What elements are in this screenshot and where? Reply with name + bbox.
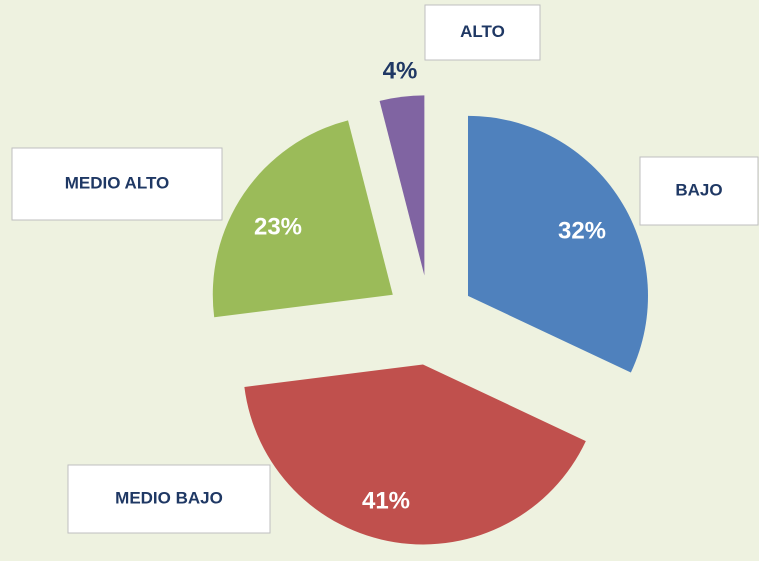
label-box xyxy=(67,464,271,534)
category-label: BAJO xyxy=(675,180,722,199)
label-box xyxy=(11,147,223,221)
pie-slice xyxy=(244,364,586,545)
category-label: MEDIO ALTO xyxy=(65,173,170,192)
category-label: ALTO xyxy=(460,22,505,41)
value-label: 41% xyxy=(362,487,410,514)
value-label: 32% xyxy=(558,217,606,244)
pie-slice xyxy=(379,95,425,276)
pie-slice xyxy=(212,120,393,318)
category-label: MEDIO BAJO xyxy=(115,488,223,507)
label-box xyxy=(424,4,541,61)
value-label: 23% xyxy=(254,213,302,240)
value-label: 4% xyxy=(383,57,418,84)
label-box xyxy=(639,156,759,226)
pie-slice xyxy=(467,115,648,373)
